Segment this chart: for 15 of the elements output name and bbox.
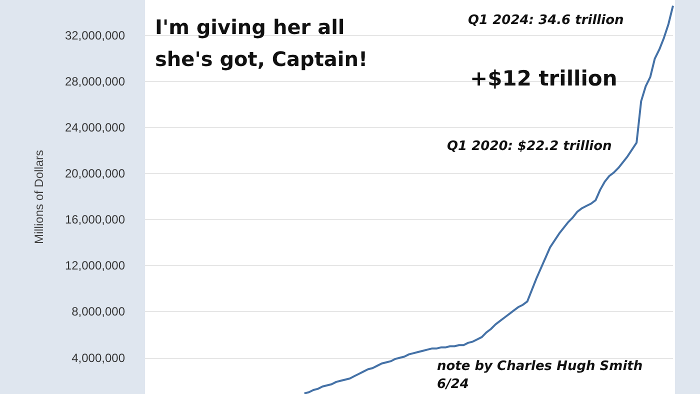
y-tick-label: 28,000,000 xyxy=(64,74,126,89)
y-tick-label: 4,000,000 xyxy=(72,350,126,365)
annotation: 6/24 xyxy=(437,377,469,392)
y-tick-label: 20,000,000 xyxy=(64,166,126,181)
y-tick-label: 24,000,000 xyxy=(64,120,126,135)
annotation: Q1 2024: 34.6 trillion xyxy=(468,13,624,28)
y-tick-label: 16,000,000 xyxy=(64,212,126,227)
text: I'm giving her all she's got, Captain! xyxy=(155,15,368,71)
annotation: Q1 2020: $22.2 trillion xyxy=(447,139,612,154)
annotation: +$12 trillion xyxy=(470,66,618,90)
y-tick-label: 32,000,000 xyxy=(64,28,126,43)
y-tick-label: 12,000,000 xyxy=(64,258,126,273)
y-tick-label: 8,000,000 xyxy=(72,304,126,319)
annotation: note by Charles Hugh Smith xyxy=(437,359,643,374)
y-axis-title: Millions of Dollars xyxy=(32,150,46,244)
